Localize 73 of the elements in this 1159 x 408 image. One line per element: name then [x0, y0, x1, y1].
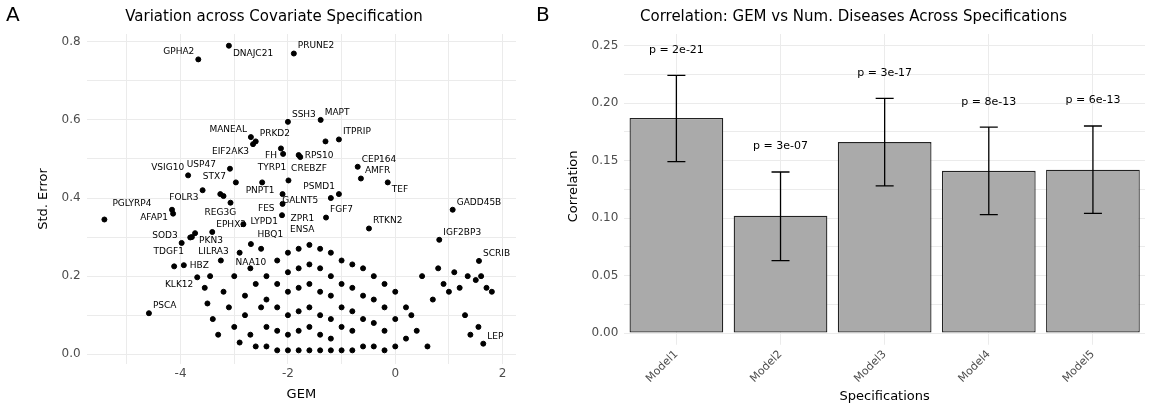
annotation: HBQ1 [257, 229, 284, 240]
x-tick-label: -2 [281, 366, 294, 381]
annotation: p = 3e-07 [753, 139, 808, 153]
y-tick-label: 0.25 [591, 37, 619, 52]
annotation: GALNT5 [282, 195, 319, 206]
y-tick-label: 0.0 [61, 346, 81, 361]
annotation: AMFR [364, 165, 391, 176]
annotation: SSH3 [291, 108, 316, 119]
annotation: NAA10 [235, 256, 267, 267]
y-tick-label: 0.2 [61, 268, 81, 283]
annotation: LEP [487, 330, 504, 341]
annotation: MANEAL [209, 123, 247, 134]
annotation: PSCA [152, 300, 178, 311]
annotation: RTKN2 [372, 215, 403, 226]
annotation: CREBZF [291, 162, 327, 173]
y-tick-label: 0.4 [61, 190, 81, 205]
chart-title: Correlation: GEM vs Num. Diseases Across Specifications [639, 6, 1068, 25]
y-tick-label: 0.6 [61, 112, 81, 127]
annotation: ITPRIP [342, 126, 372, 137]
x-axis-title: GEM [286, 385, 317, 401]
annotation: p = 2e-21 [648, 42, 704, 56]
annotation: TEF [390, 184, 409, 195]
annotation: PSMD1 [303, 180, 335, 191]
annotation: FGF7 [330, 204, 354, 215]
annotation: FES [257, 202, 275, 213]
annotation: p = 6e-13 [1065, 93, 1121, 107]
annotation: DNAJC21 [232, 47, 274, 58]
annotation: PRUNE2 [297, 40, 335, 51]
y-tick-label: 0.00 [591, 325, 619, 340]
y-tick-label: 0.8 [61, 33, 81, 48]
annotation: PKN3 [199, 235, 223, 246]
annotation: LYPD1 [250, 215, 278, 226]
annotation: STX7 [202, 170, 226, 181]
text: B [536, 2, 550, 26]
annotation: p = 8e-13 [961, 94, 1017, 108]
annotation: VSIG10 [151, 162, 185, 173]
annotation: p = 3e-17 [857, 65, 913, 79]
x-axis-title: Specifications [839, 387, 930, 403]
y-tick-label: 0.05 [591, 267, 619, 282]
annotation: FH [265, 150, 277, 161]
annotation: GPHA2 [163, 46, 195, 57]
annotation: HBZ [189, 260, 209, 271]
annotation: GADD45B [456, 196, 502, 207]
annotation: EIF2AK3 [212, 145, 250, 156]
annotation: REG3G [204, 206, 237, 217]
x-tick-label: 2 [498, 366, 507, 381]
annotation: CEP164 [361, 153, 397, 164]
annotation: FOLR3 [169, 192, 199, 203]
x-tick-label: -4 [174, 366, 187, 381]
annotation: TYRP1 [256, 161, 287, 172]
x-tick-label: 0 [391, 366, 400, 381]
annotation: ZPR1 [290, 212, 315, 223]
annotation: KLK12 [164, 279, 194, 290]
annotation: USP47 [186, 159, 216, 170]
annotation: LILRA3 [198, 246, 229, 257]
annotation: SOD3 [152, 229, 178, 240]
chart-title: Variation across Covariate Specification [125, 6, 423, 25]
y-tick-label: 0.15 [591, 152, 619, 167]
annotation: PNPT1 [245, 185, 275, 196]
y-tick-label: 0.10 [591, 210, 619, 225]
text: A [6, 2, 20, 26]
annotation: TDGF1 [152, 245, 184, 256]
annotation: SCRIB [482, 247, 511, 258]
y-axis-title: Correlation [565, 150, 581, 223]
annotation: AFAP1 [140, 211, 169, 222]
y-axis-title: Std. Error [35, 167, 51, 230]
annotation: RPS10 [304, 149, 334, 160]
annotation: MAPT [324, 106, 351, 117]
y-tick-label: 0.20 [591, 95, 619, 110]
annotation: IGF2BP3 [443, 226, 482, 237]
annotation: ENSA [290, 224, 316, 235]
annotation: PGLYRP4 [112, 198, 152, 209]
annotation: PRKD2 [259, 128, 290, 139]
